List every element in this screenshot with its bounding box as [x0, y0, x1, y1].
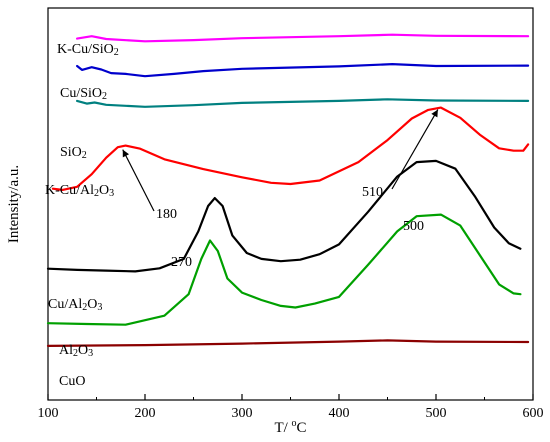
- annotation-270: 270: [171, 255, 192, 270]
- x-tick-label-400: 400: [329, 406, 350, 421]
- x-tick-label-300: 300: [232, 406, 253, 421]
- series-line-k-cu-al2o3: [51, 106, 530, 191]
- y-axis-title: Intensity/a.u.: [6, 165, 22, 243]
- series-line-cuo: [46, 339, 530, 347]
- x-tick-label-600: 600: [523, 406, 544, 421]
- series-line-sio2: [76, 98, 530, 108]
- series-label-cu-al2o3: Cu/Al2O3: [48, 297, 102, 313]
- x-tick-label-100: 100: [38, 406, 59, 421]
- series-label-k-cu-al2o3: K-Cu/Al2O3: [45, 183, 114, 199]
- series-label-cuo: CuO: [59, 374, 85, 389]
- annotation-180: 180: [156, 207, 177, 222]
- series-label-al2o3: Al2O3: [59, 343, 93, 359]
- axis-layer: 100 200 300 400 500 600 T/ oC Intensity/a.u.: [6, 165, 544, 436]
- annotation-510: 510: [362, 185, 383, 200]
- x-tick-label-200: 200: [135, 406, 156, 421]
- series-line-al2o3: [46, 213, 522, 326]
- series-line-cu-sio2: [76, 62, 530, 78]
- x-tick-label-500: 500: [426, 406, 447, 421]
- series-label-sio2: SiO2: [60, 145, 87, 161]
- annotation-500: 500: [403, 219, 424, 234]
- x-axis-title: T/ oC: [274, 418, 306, 436]
- annotation-arrow-510: [391, 109, 439, 190]
- annotation-layer: 180 270 500 510: [122, 109, 439, 270]
- series-label-k-cu-sio2: K-Cu/SiO2: [57, 42, 119, 58]
- series-label-cu-sio2: Cu/SiO2: [60, 86, 107, 102]
- annotation-arrowhead-180: [122, 149, 130, 158]
- annotation-arrowhead-510: [431, 109, 438, 118]
- series-label-layer: K-Cu/SiO2 Cu/SiO2 SiO2 K-Cu/Al2O3 Cu/Al2O3 Al…: [45, 42, 119, 389]
- series-line-cu-al2o3: [46, 159, 522, 273]
- series-layer: [46, 33, 530, 347]
- series-line-k-cu-sio2: [76, 33, 530, 43]
- annotation-arrow-180: [122, 149, 155, 212]
